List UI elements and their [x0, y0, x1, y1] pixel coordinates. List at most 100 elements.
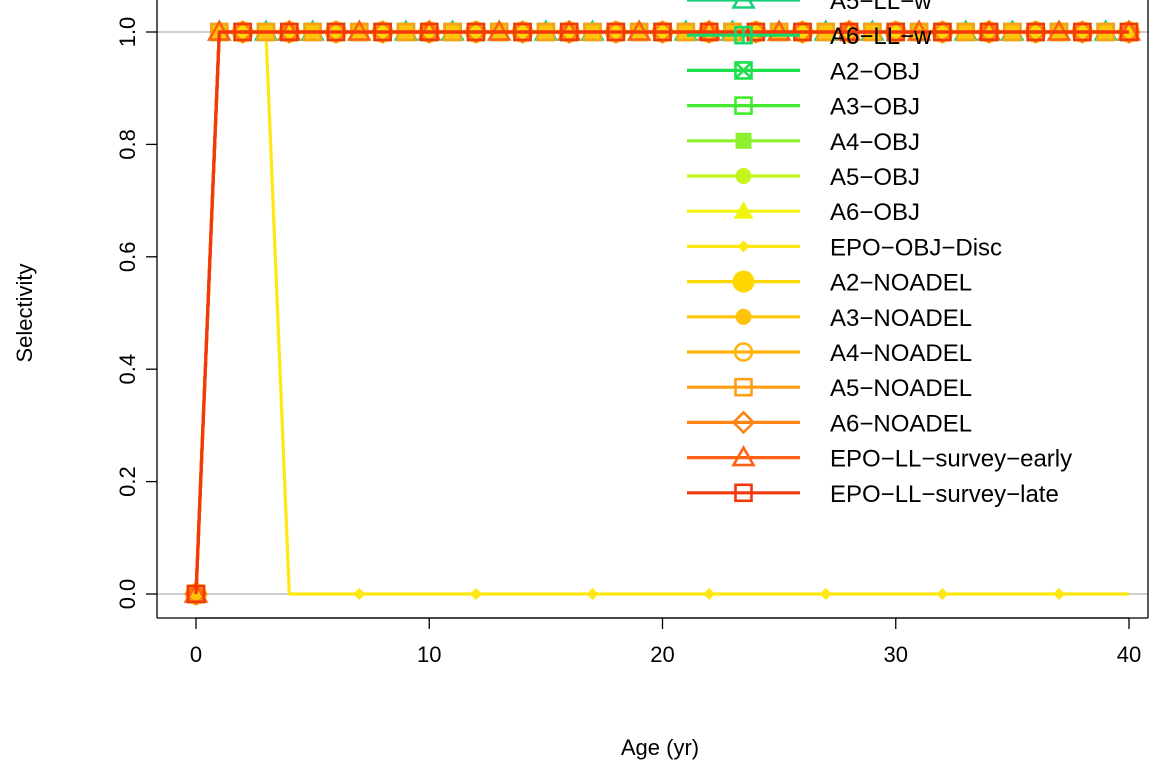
legend-marker-6: [733, 201, 754, 219]
series-14-point-14: [839, 22, 859, 42]
series-14-point-1: [233, 22, 252, 42]
legend-entry-14: EPO−LL−survey−late: [687, 481, 1059, 508]
series-14-point-13: [793, 22, 812, 42]
series-14-point-15: [886, 22, 906, 42]
series-12-point-1: [230, 20, 255, 44]
legend-marker-13: [731, 444, 756, 467]
series-12-point-3: [324, 20, 348, 44]
legend-label-8: A2−NOADEL: [830, 270, 972, 297]
y-axis-title: Selectivity: [12, 263, 37, 362]
series-12-point-15: [883, 20, 908, 44]
series-14: [186, 22, 1139, 604]
series-12-point-0: [184, 582, 208, 606]
series-12-point-6: [464, 20, 488, 44]
legend-label-11: A5−NOADEL: [830, 375, 972, 402]
series-12-point-17: [977, 20, 1001, 44]
legend-entry-6: A6−OBJ: [687, 199, 920, 226]
series-line-10: [194, 30, 1129, 595]
series-7-point-5: [703, 588, 716, 600]
legend-marker-11: [734, 377, 753, 397]
legend-marker-3: [734, 96, 753, 115]
series-layer: [183, 19, 1142, 606]
series-0: [183, 19, 1129, 603]
legend-marker-0: [731, 0, 756, 9]
legend-label-10: A4−NOADEL: [830, 340, 972, 367]
series-14-point-7: [513, 22, 532, 42]
series-line-7: [194, 30, 1129, 596]
legend-label-2: A2−OBJ: [830, 58, 920, 85]
series-7-point-7: [936, 588, 949, 600]
y-tick-label-1: 0.2: [115, 466, 140, 497]
legend-label-5: A5−OBJ: [830, 164, 920, 191]
series-3: [186, 22, 1139, 604]
series-7-point-4: [586, 588, 599, 600]
series-line-6: [194, 30, 1129, 595]
series-12-point-12: [743, 20, 768, 44]
series-10: [186, 22, 1139, 604]
series-12-point-20: [1117, 20, 1141, 44]
series-14-point-18: [1026, 22, 1045, 42]
y-tick-label-5: 1.0: [115, 17, 140, 48]
legend-marker-5: [735, 168, 752, 184]
series-14-point-11: [699, 22, 719, 42]
legend-label-14: EPO−LL−survey−late: [830, 481, 1059, 508]
legend-marker-9: [735, 308, 752, 325]
series-12-point-13: [790, 20, 815, 44]
series-14-point-4: [373, 22, 392, 42]
series-line-14: [194, 30, 1129, 595]
series-line-4: [194, 30, 1129, 595]
series-12-point-2: [277, 20, 302, 44]
series-12-point-9: [604, 20, 628, 44]
legend: A5−LL−w A6−LL−w A2−OBJ A3−OBJ A4−OBJ A5−OBJ A6…: [687, 0, 1072, 508]
series-9: [188, 24, 1129, 602]
series-11: [186, 22, 1129, 604]
series-12-point-10: [650, 20, 675, 44]
legend-entry-1: A6−LL−w: [687, 23, 932, 50]
legend-label-13: EPO−LL−survey−early: [830, 446, 1072, 473]
series-14-point-6: [466, 22, 486, 42]
series-14-point-5: [419, 22, 439, 42]
legend-entry-2: A2−OBJ: [687, 58, 920, 85]
series-14-point-17: [979, 22, 999, 42]
series-12-point-4: [370, 20, 395, 44]
series-12-point-7: [510, 20, 535, 44]
legend-marker-4: [735, 132, 752, 149]
series-14-point-0: [186, 584, 206, 604]
legend-entry-4: A4−OBJ: [687, 129, 920, 156]
series-7-point-8: [1053, 588, 1066, 600]
series-12-point-16: [930, 20, 955, 44]
series-7-point-6: [819, 588, 832, 600]
series-line-8: [194, 30, 1129, 595]
legend-entry-0: A5−LL−w: [687, 0, 932, 15]
y-tick-label-2: 0.4: [115, 354, 140, 385]
legend-label-1: A6−LL−w: [830, 23, 932, 50]
legend-entry-3: A3−OBJ: [687, 94, 920, 121]
series-8: [185, 21, 1140, 605]
series-14-point-16: [933, 22, 952, 42]
x-tick-label-3: 30: [884, 642, 908, 667]
legend-entry-9: A3−NOADEL: [687, 305, 972, 332]
x-tick-label-2: 20: [650, 642, 674, 667]
legend-label-7: EPO−OBJ−Disc: [830, 234, 1002, 261]
legend-label-9: A3−NOADEL: [830, 305, 972, 332]
legend-marker-10: [733, 342, 754, 362]
series-13: [183, 19, 1142, 603]
x-tick-label-1: 10: [417, 642, 441, 667]
legend-label-4: A4−OBJ: [830, 129, 920, 156]
x-axis-title: Age (yr): [621, 735, 699, 760]
legend-entry-11: A5−NOADEL: [687, 375, 972, 402]
x-tick-label-4: 40: [1117, 642, 1141, 667]
legend-marker-2: [734, 61, 753, 80]
legend-marker-1: [734, 25, 753, 45]
series-line-11: [194, 30, 1129, 595]
legend-label-3: A3−OBJ: [830, 94, 920, 121]
legend-marker-8: [732, 270, 755, 293]
series-line-2: [194, 30, 1129, 595]
series-12-point-19: [1070, 20, 1095, 44]
series-6: [186, 22, 1129, 602]
series-1: [186, 22, 1139, 604]
series-7-point-2: [353, 588, 366, 600]
legend-entry-13: EPO−LL−survey−early: [687, 444, 1072, 473]
series-14-point-10: [653, 22, 672, 42]
